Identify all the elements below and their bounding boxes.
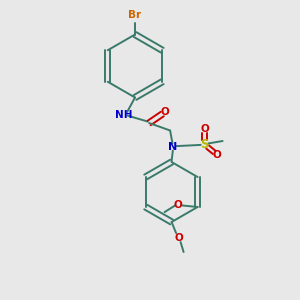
Text: O: O (175, 233, 184, 244)
Text: N: N (169, 142, 178, 152)
Text: O: O (160, 106, 169, 117)
Text: NH: NH (115, 110, 132, 121)
Text: O: O (174, 200, 182, 211)
Text: O: O (200, 124, 209, 134)
Text: S: S (200, 137, 209, 151)
Text: Br: Br (128, 10, 142, 20)
Text: O: O (213, 150, 222, 161)
